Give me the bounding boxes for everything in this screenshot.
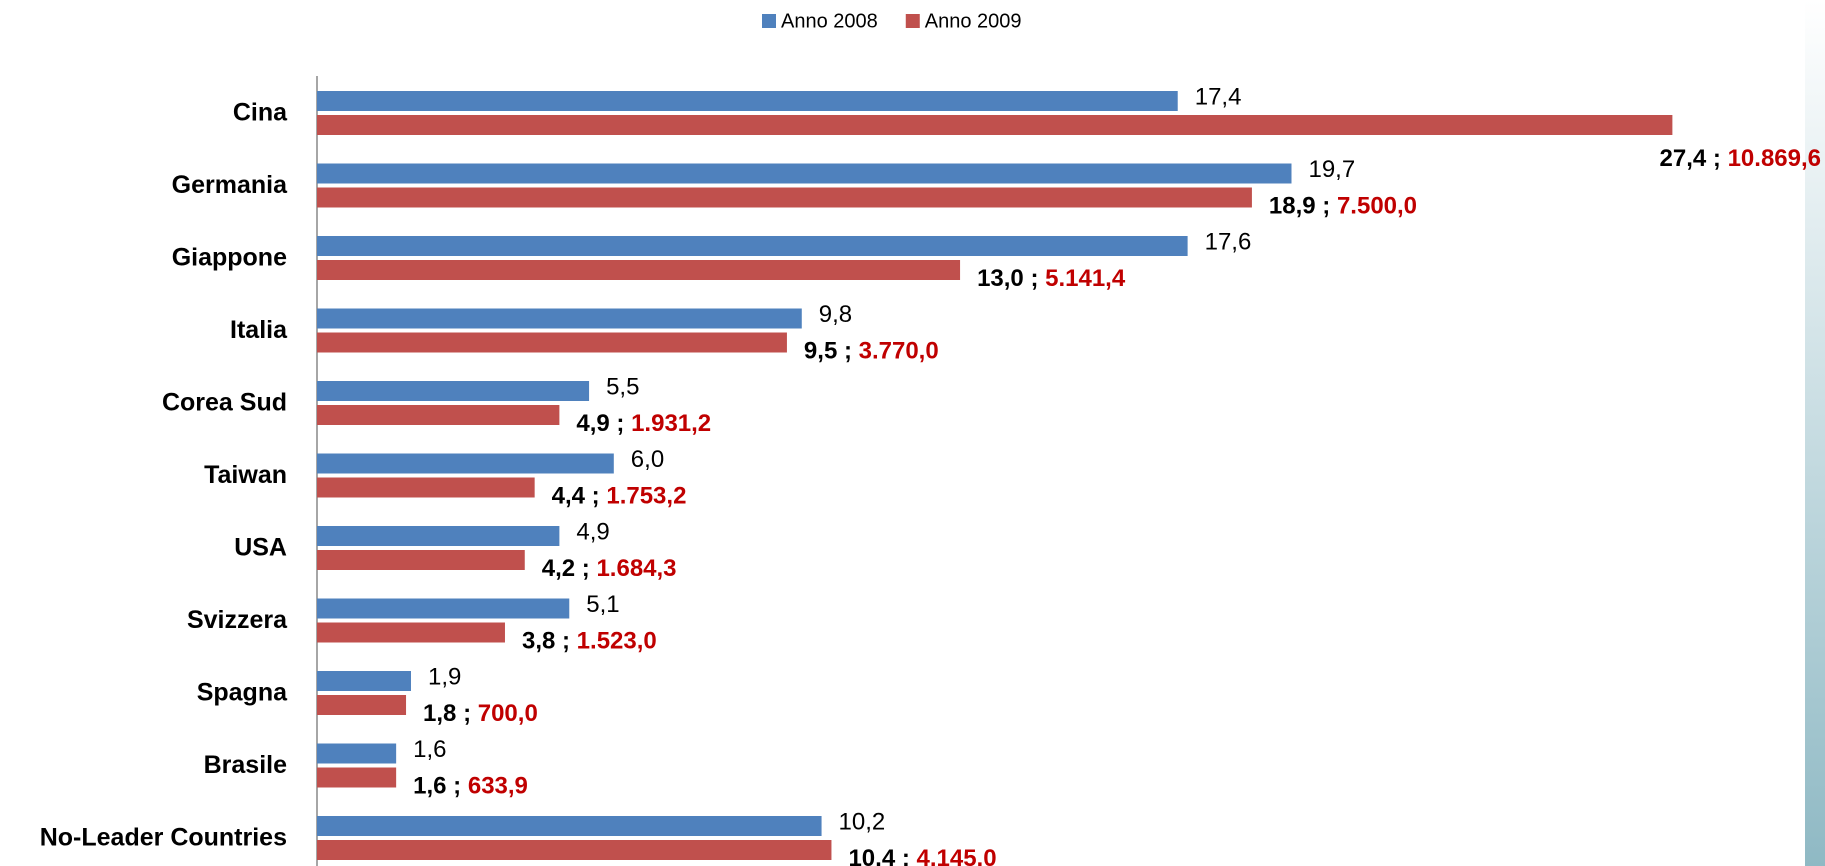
value-label: 5,5: [606, 373, 639, 400]
value-label-amount: 1.931,2: [631, 410, 711, 437]
value-label-separator: ;: [575, 555, 596, 582]
value-label-value: 4,9: [576, 410, 609, 437]
bar: [317, 816, 822, 836]
value-label: 4,9: [576, 518, 609, 545]
value-label: 4,9 ; 1.931,2: [576, 410, 711, 437]
bar: [317, 381, 590, 401]
bar: [317, 767, 397, 788]
bar: [317, 477, 535, 498]
value-label-separator: ;: [555, 628, 576, 655]
category-label: Brasile: [204, 751, 287, 779]
bar: [317, 405, 560, 425]
edge-decoration: [1805, 0, 1825, 866]
legend-swatch: [762, 14, 776, 28]
value-label-value: 1,6: [413, 773, 446, 800]
value-label-separator: ;: [895, 845, 916, 866]
value-label-amount: 3.770,0: [859, 338, 939, 365]
legend-swatch: [905, 14, 920, 28]
bar: [317, 236, 1188, 256]
value-label-separator: ;: [1706, 145, 1727, 172]
value-label-separator: ;: [456, 700, 477, 727]
bar: [317, 671, 411, 691]
bar: [317, 163, 1292, 184]
bar: [317, 695, 407, 715]
value-label-separator: ;: [1316, 193, 1337, 220]
value-label-separator: ;: [610, 410, 631, 437]
category-label: Italia: [230, 316, 288, 344]
bar: [317, 115, 1673, 135]
value-label-amount: 10.869,6: [1728, 145, 1821, 172]
value-label-amount: 633,9: [468, 773, 528, 800]
value-label-amount: 7.500,0: [1337, 193, 1417, 220]
bar: [317, 526, 560, 546]
bar: [317, 260, 961, 280]
value-label-value: 4,4: [552, 483, 586, 510]
category-label: No-Leader Countries: [40, 824, 287, 852]
value-label-amount: 1.753,2: [606, 483, 686, 510]
value-label-amount: 700,0: [478, 700, 538, 727]
legend: Anno 2008 Anno 2009: [762, 10, 1022, 32]
bar: [317, 332, 787, 353]
bar: [317, 622, 505, 643]
value-label: 4,4 ; 1.753,2: [552, 483, 687, 510]
value-label: 17,4: [1195, 83, 1242, 110]
value-label: 18,9 ; 7.500,0: [1269, 193, 1417, 220]
value-label-separator: ;: [447, 773, 468, 800]
value-label-value: 9,5: [804, 338, 837, 365]
category-label: USA: [234, 534, 287, 562]
value-label: 5,1: [586, 591, 619, 618]
bar: [317, 550, 525, 570]
value-label-value: 13,0: [977, 265, 1024, 292]
value-label: 4,2 ; 1.684,3: [542, 555, 677, 582]
value-label-value: 10,4: [848, 845, 895, 866]
value-label-value: 18,9: [1269, 193, 1316, 220]
value-label: 27,4 ; 10.869,6: [1660, 145, 1821, 172]
value-label-value: 27,4: [1660, 145, 1707, 172]
legend-label: Anno 2009: [925, 10, 1022, 32]
value-label-separator: ;: [585, 483, 606, 510]
legend-label: Anno 2008: [781, 10, 878, 32]
value-label: 1,9: [428, 663, 461, 690]
bar: [317, 308, 802, 329]
value-label: 17,6: [1205, 228, 1252, 255]
category-label: Germania: [172, 171, 288, 199]
value-label: 6,0: [631, 446, 664, 473]
value-label: 9,8: [819, 301, 852, 328]
category-label: Corea Sud: [162, 389, 287, 417]
value-label-value: 3,8: [522, 628, 555, 655]
value-label: 10,2: [839, 808, 886, 835]
value-label: 1,6 ; 633,9: [413, 773, 528, 800]
value-label: 19,7: [1308, 156, 1355, 183]
value-label-value: 4,2: [542, 555, 575, 582]
value-label: 1,8 ; 700,0: [423, 700, 538, 727]
category-label: Spagna: [197, 679, 288, 707]
value-label: 3,8 ; 1.523,0: [522, 628, 657, 655]
category-label: Taiwan: [204, 461, 287, 489]
category-label: Svizzera: [187, 606, 288, 634]
value-label: 9,5 ; 3.770,0: [804, 338, 939, 365]
category-label: Cina: [233, 99, 288, 127]
bar: [317, 598, 570, 619]
bar: [317, 453, 614, 474]
value-label-amount: 4.145,0: [917, 845, 997, 866]
bar: [317, 91, 1178, 111]
value-label-amount: 1.684,3: [596, 555, 676, 582]
value-label-separator: ;: [1024, 265, 1045, 292]
value-label-separator: ;: [837, 338, 858, 365]
bar: [317, 187, 1252, 208]
value-label: 10,4 ; 4.145,0: [848, 845, 996, 866]
bar: [317, 840, 832, 860]
value-label-value: 1,8: [423, 700, 456, 727]
value-label: 13,0 ; 5.141,4: [977, 265, 1126, 292]
bar: [317, 743, 397, 764]
category-label: Giappone: [172, 244, 287, 272]
value-label: 1,6: [413, 736, 446, 763]
value-label-amount: 5.141,4: [1045, 265, 1126, 292]
value-label-amount: 1.523,0: [577, 628, 657, 655]
